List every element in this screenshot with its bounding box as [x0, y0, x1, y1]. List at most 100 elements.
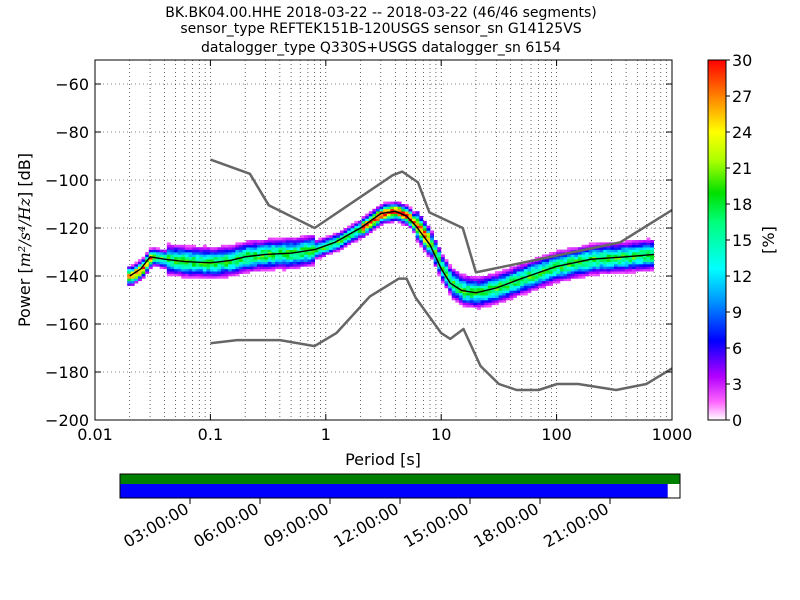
- heatmap-cell: [156, 261, 160, 265]
- heatmap-cell: [390, 220, 395, 224]
- heatmap-cell: [491, 300, 496, 303]
- heatmap-cell: [606, 268, 611, 272]
- heatmap-cell: [642, 264, 647, 267]
- heatmap-cell: [127, 273, 132, 277]
- heatmap-cell: [278, 254, 283, 258]
- heatmap-cell: [357, 235, 362, 238]
- heatmap-cell: [163, 254, 168, 258]
- heatmap-cell: [527, 278, 532, 282]
- heatmap-cell: [650, 249, 654, 253]
- heatmap-cell: [588, 256, 593, 260]
- heatmap-cell: [231, 261, 236, 265]
- heatmap-cell: [386, 206, 391, 210]
- heatmap-cell: [574, 268, 579, 272]
- heatmap-cell: [365, 220, 370, 224]
- heatmap-cell: [610, 244, 615, 248]
- heatmap-cell: [285, 249, 290, 253]
- heatmap-cell: [610, 249, 615, 253]
- heatmap-cell: [516, 280, 521, 284]
- heatmap-cell: [541, 261, 546, 265]
- heatmap-cell: [181, 264, 186, 267]
- heatmap-cell: [210, 273, 215, 277]
- heatmap-cell: [217, 261, 222, 265]
- heatmap-cell: [386, 218, 391, 222]
- heatmap-cell: [603, 271, 608, 274]
- heatmap-cell: [206, 252, 211, 255]
- heatmap-cell: [336, 232, 341, 236]
- heatmap-cell: [588, 252, 593, 255]
- heatmap-cell: [404, 206, 409, 210]
- heatmap-cell: [249, 252, 254, 255]
- heatmap-cell: [278, 244, 283, 248]
- heatmap-cell: [210, 271, 215, 274]
- heatmap-cell: [307, 240, 312, 243]
- heatmap-cell: [145, 266, 150, 270]
- heatmap-cell: [462, 288, 467, 291]
- heatmap-cell: [430, 252, 434, 255]
- heatmap-cell: [487, 273, 492, 277]
- heatmap-cell: [495, 285, 499, 289]
- heatmap-cell: [202, 273, 207, 277]
- heatmap-cell: [282, 242, 287, 246]
- heatmap-cell: [552, 261, 557, 265]
- heatmap-cell: [466, 285, 471, 289]
- heatmap-cell: [415, 220, 420, 224]
- heatmap-cell: [585, 271, 590, 274]
- heatmap-cell: [426, 254, 431, 258]
- heatmap-cell: [386, 204, 391, 207]
- heatmap-cell: [202, 252, 207, 255]
- heatmap-cell: [325, 249, 330, 253]
- heatmap-cell: [256, 266, 261, 270]
- heatmap-cell: [195, 254, 200, 258]
- heatmap-cell: [379, 206, 384, 210]
- heatmap-cell: [397, 216, 402, 219]
- heatmap-cell: [451, 271, 456, 274]
- heatmap-cell: [148, 256, 153, 260]
- heatmap-cell: [228, 266, 233, 270]
- heatmap-cell: [166, 264, 171, 267]
- heatmap-cell: [253, 259, 258, 262]
- heatmap-cell: [646, 259, 651, 262]
- heatmap-cell: [361, 218, 366, 222]
- heatmap-cell: [372, 220, 377, 224]
- heatmap-cell: [329, 244, 334, 248]
- heatmap-cell: [534, 283, 539, 286]
- heatmap-cell: [430, 242, 434, 246]
- heatmap-cell: [184, 268, 189, 272]
- heatmap-cell: [541, 280, 546, 284]
- heatmap-cell: [347, 237, 352, 241]
- heatmap-cell: [646, 247, 651, 250]
- heatmap-cell: [505, 283, 510, 286]
- heatmap-cell: [300, 264, 305, 267]
- heatmap-cell: [267, 256, 272, 260]
- heatmap-cell: [228, 244, 233, 248]
- heatmap-cell: [415, 240, 420, 243]
- heatmap-cell: [592, 254, 597, 258]
- heatmap-cell: [451, 295, 456, 298]
- heatmap-cell: [433, 244, 438, 248]
- heatmap-cell: [549, 256, 554, 260]
- heatmap-cell: [177, 247, 182, 250]
- heatmap-cell: [267, 261, 272, 265]
- heatmap-cell: [635, 242, 640, 246]
- heatmap-cell: [567, 276, 572, 279]
- heatmap-cell: [437, 254, 442, 258]
- heatmap-cell: [127, 271, 132, 274]
- heatmap-cell: [368, 216, 373, 219]
- heatmap-cell: [639, 268, 644, 272]
- heatmap-cell: [170, 256, 175, 260]
- heatmap-cell: [599, 242, 604, 246]
- heatmap-cell: [581, 252, 586, 255]
- heatmap-cell: [217, 252, 222, 255]
- heatmap-cell: [585, 261, 590, 265]
- heatmap-cell: [134, 264, 139, 267]
- heatmap-cell: [361, 225, 366, 229]
- heatmap-cell: [134, 268, 139, 272]
- heatmap-cell: [635, 261, 640, 265]
- heatmap-cell: [574, 264, 579, 267]
- heatmap-cell: [614, 254, 618, 258]
- heatmap-cell: [476, 295, 481, 298]
- heatmap-cell: [473, 292, 478, 296]
- heatmap-cell: [231, 271, 236, 274]
